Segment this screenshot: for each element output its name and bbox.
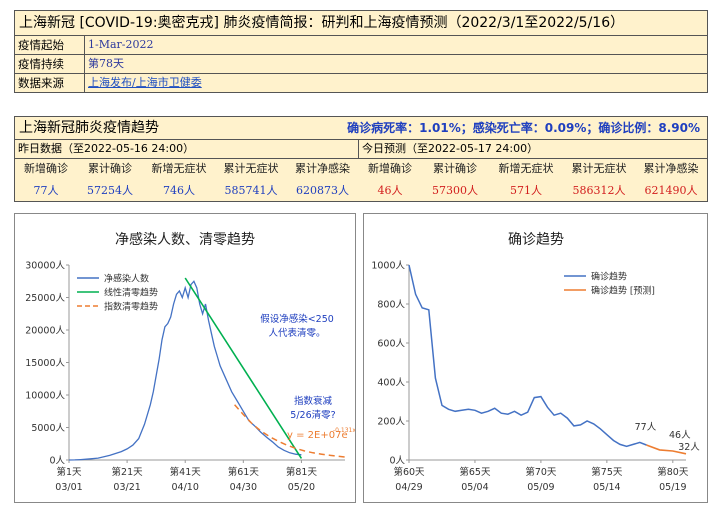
y-tick-label: 20000人 (25, 326, 65, 337)
point-label: 46人 (669, 430, 691, 441)
x-tick-date: 04/30 (230, 482, 257, 493)
t-val-3: 571人 (510, 184, 542, 197)
x-tick-label: 第65天 (459, 466, 491, 478)
info-label-duration: 疫情持续 (14, 54, 85, 74)
info-value-duration: 第78天 (84, 54, 708, 74)
x-tick-label: 第81天 (286, 466, 318, 478)
y-head-4: 累计无症状 (223, 162, 279, 175)
y-tick-label: 5000人 (31, 423, 65, 434)
t-val-5: 621490人 (644, 184, 698, 197)
legend-label: 确诊趋势 (591, 271, 627, 283)
annotation-assume-2: 人代表清零。 (268, 327, 325, 339)
net-infection-chart: 净感染人数、清零趋势 0人 5000人 10000人 15000人 20000人 25000… (25, 231, 355, 493)
formula-text: y = 2E+07e (287, 430, 348, 441)
legend-label: 指数清零趋势 (104, 301, 158, 313)
x-tick-date: 03/01 (55, 482, 82, 493)
t-head-3: 新增无症状 (498, 162, 554, 175)
y-val-1: 77人 (33, 184, 59, 197)
x-tick-date: 05/20 (288, 482, 315, 493)
trend-rates: 确诊病死率：1.01%；感染死亡率：0.09%；确诊比例：8.90% (347, 121, 700, 135)
formula-exponent: -0.131x (333, 427, 355, 434)
y-tick-label: 200人 (377, 417, 405, 428)
y-tick-label: 10000人 (25, 391, 65, 402)
x-tick-date: 03/21 (113, 482, 140, 493)
t-head-1: 新增确诊 (368, 162, 412, 175)
x-tick-label: 第61天 (228, 466, 260, 478)
today-label: 今日预测（至2022-05-17 24:00） (358, 139, 708, 159)
t-val-2: 57300人 (432, 184, 478, 197)
t-head-4: 累计无症状 (571, 162, 627, 175)
series-line-1 (408, 264, 647, 448)
y-tick-label: 0人 (49, 456, 65, 467)
x-tick-date: 04/29 (395, 482, 422, 493)
trend-title: 上海新冠肺炎疫情趋势 (14, 116, 708, 140)
y-val-5: 620873人 (296, 184, 349, 197)
point-label: 77人 (635, 422, 657, 433)
today-stats: 新增确诊 累计确诊 新增无症状 累计无症状 累计净感染 46人 57300人 5… (359, 160, 707, 200)
y-head-2: 累计确诊 (88, 162, 132, 175)
y-val-3: 746人 (163, 184, 195, 197)
t-head-2: 累计确诊 (433, 162, 477, 175)
x-tick-date: 05/19 (659, 482, 686, 493)
annotation-assume-1: 假设净感染<250 (260, 313, 334, 325)
chart-title: 净感染人数、清零趋势 (115, 231, 255, 248)
x-tick-label: 第80天 (657, 466, 689, 478)
legend-label: 确诊趋势 [预测] (591, 285, 655, 297)
info-label-start: 疫情起始 (14, 35, 85, 55)
y-head-3: 新增无症状 (151, 162, 207, 175)
y-tick-label: 15000人 (25, 358, 65, 369)
x-tick-date: 05/14 (593, 482, 620, 493)
series-line-2 (184, 277, 303, 459)
y-tick-label: 1000人 (371, 261, 405, 272)
x-tick-label: 第60天 (393, 466, 425, 478)
page-title: 上海新冠 [COVID-19:奥密克戎] 肺炎疫情简报：研判和上海疫情预测（20… (14, 10, 708, 36)
point-label: 32人 (678, 442, 700, 453)
t-val-1: 46人 (377, 184, 403, 197)
x-tick-date: 05/04 (461, 482, 488, 493)
yesterday-stats: 新增确诊 累计确诊 新增无症状 累计无症状 累计净感染 77人 57254人 7… (15, 160, 358, 200)
info-label-source: 数据来源 (14, 73, 85, 93)
y-tick-label: 30000人 (25, 261, 65, 272)
y-tick-label: 400人 (377, 378, 405, 389)
y-head-1: 新增确诊 (24, 162, 68, 175)
info-value-source[interactable]: 上海发布/上海市卫健委 (84, 73, 708, 93)
x-tick-label: 第41天 (170, 466, 202, 478)
y-tick-label: 0人 (389, 456, 405, 467)
y-tick-label: 25000人 (25, 293, 65, 304)
series-line-3 (234, 404, 346, 458)
y-head-5: 累计净感染 (295, 162, 350, 175)
y-tick-label: 800人 (377, 300, 405, 311)
yesterday-label: 昨日数据（至2022-05-16 24:00） (14, 139, 359, 159)
stats-box (14, 158, 708, 202)
x-tick-label: 第75天 (591, 466, 623, 478)
legend-label: 净感染人数 (104, 273, 149, 285)
y-val-4: 585741人 (224, 184, 278, 197)
source-link[interactable]: 上海发布/上海市卫健委 (88, 76, 202, 89)
confirmed-trend-chart-panel: 确诊趋势 0人 200人 400人 600人 800人 1000人第60天 04/29 第65天… (363, 213, 708, 503)
y-tick-label: 600人 (377, 339, 405, 350)
x-tick-date: 04/10 (172, 482, 199, 493)
series-line-2 (646, 444, 687, 455)
annotation-exp-2: 5/26清零? (290, 409, 335, 421)
x-tick-label: 第21天 (112, 466, 144, 478)
net-infection-chart-panel: 净感染人数、清零趋势 0人 5000人 10000人 15000人 20000人 25000… (14, 213, 356, 503)
x-tick-label: 第1天 (56, 466, 82, 478)
annotation-exp-1: 指数衰减 (294, 395, 333, 407)
t-head-5: 累计净感染 (643, 162, 699, 175)
x-tick-label: 第70天 (525, 466, 557, 478)
chart-title: 确诊趋势 (508, 232, 564, 248)
t-val-4: 586312人 (572, 184, 626, 197)
info-value-start: 1-Mar-2022 (84, 35, 708, 55)
legend-label: 线性清零趋势 (104, 287, 158, 299)
y-val-2: 57254人 (87, 184, 133, 197)
x-tick-date: 05/09 (527, 482, 554, 493)
